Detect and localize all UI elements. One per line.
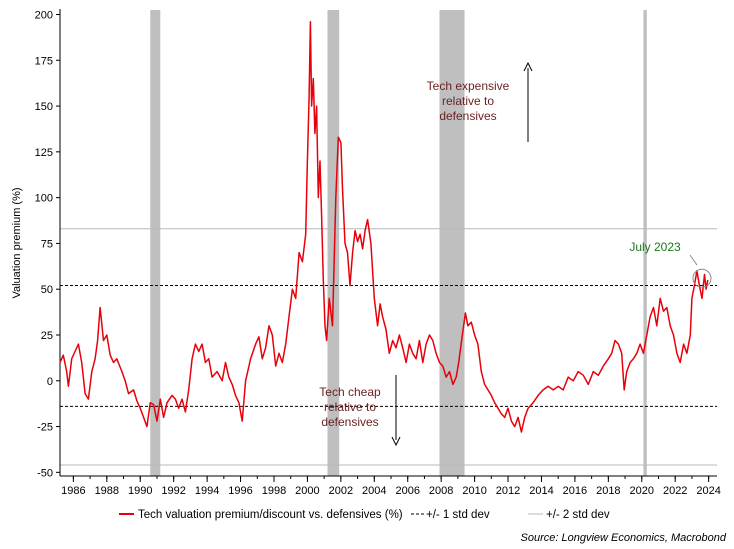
y-tick-label: 100	[35, 193, 53, 205]
recession-band-3	[643, 10, 647, 476]
y-tick-label: 75	[41, 238, 53, 250]
x-tick-label: 1996	[228, 485, 252, 497]
x-tick-label: 2020	[630, 485, 654, 497]
annotation-expensive-line-2: relative to	[442, 94, 494, 108]
recession-bands	[150, 10, 647, 476]
x-tick-label: 2022	[663, 485, 687, 497]
y-tick-label: 25	[41, 330, 53, 342]
y-tick-label: -50	[37, 467, 53, 479]
annotation-cheap-line-1: Tech cheap	[319, 385, 381, 399]
legend-label-2-std: +/- 2 std dev	[546, 509, 610, 521]
axes	[59, 9, 717, 477]
x-tick-label: 2012	[496, 485, 520, 497]
arrow-up-head-icon	[523, 61, 533, 72]
y-tick-label: 200	[35, 9, 53, 21]
x-tick-label: 2002	[329, 485, 353, 497]
series-line-tech-premium	[59, 21, 709, 433]
x-tick-label: 1994	[195, 485, 219, 497]
x-tick-label: 2010	[462, 485, 486, 497]
x-tick-label: 2004	[362, 485, 386, 497]
x-tick-label: 2018	[596, 485, 620, 497]
x-axis-ticks: 1986 1988 1990 1992 1994 1996 1998 2000 2002 2004…	[61, 476, 721, 497]
annotation-july-label: July 2023	[629, 240, 681, 254]
y-tick-label: 125	[35, 147, 53, 159]
y-tick-label: 150	[35, 101, 53, 113]
legend-label-tech-premium: Tech valuation premium/discount vs. defe…	[138, 509, 403, 521]
y-tick-label: 50	[41, 284, 53, 296]
annotation-july-2023: July 2023	[629, 240, 712, 288]
x-tick-label: 1986	[61, 485, 85, 497]
annotation-cheap-line-2: relative to	[324, 400, 376, 414]
y-axis-label: Valuation premium (%)	[11, 187, 23, 298]
x-tick-label: 1988	[95, 485, 119, 497]
x-tick-label: 2014	[529, 485, 553, 497]
legend-label-1-std: +/- 1 std dev	[426, 509, 490, 521]
annotation-july-pointer	[689, 254, 698, 266]
recession-band-1	[327, 10, 340, 476]
y-axis-ticks: -50 -25 0 25 50 75 100 125 150 175 200	[35, 9, 60, 479]
annotation-july-circle	[692, 268, 712, 288]
x-tick-label: 2024	[696, 485, 720, 497]
x-tick-label: 2006	[395, 485, 419, 497]
legend: Tech valuation premium/discount vs. defe…	[119, 509, 610, 521]
arrow-down-head-icon	[391, 436, 401, 447]
recession-band-0	[150, 10, 161, 476]
annotation-expensive: Tech expensive relative to defensives	[427, 61, 533, 142]
annotation-expensive-line-1: Tech expensive	[427, 79, 510, 93]
y-tick-label: -25	[37, 422, 53, 434]
x-tick-label: 1990	[128, 485, 152, 497]
annotation-expensive-line-3: defensives	[439, 109, 496, 123]
std-dev-lines	[60, 228, 717, 466]
x-tick-label: 2016	[563, 485, 587, 497]
x-tick-label: 2008	[429, 485, 453, 497]
x-tick-label: 2000	[295, 485, 319, 497]
y-tick-label: 175	[35, 55, 53, 67]
y-tick-label: 0	[47, 376, 53, 388]
annotation-cheap-line-3: defensives	[321, 415, 378, 429]
recession-band-2	[439, 10, 465, 476]
annotation-cheap: Tech cheap relative to defensives	[319, 375, 401, 447]
x-tick-label: 1998	[262, 485, 286, 497]
x-tick-label: 1992	[161, 485, 185, 497]
source-note: Source: Longview Economics, Macrobond	[521, 532, 727, 544]
